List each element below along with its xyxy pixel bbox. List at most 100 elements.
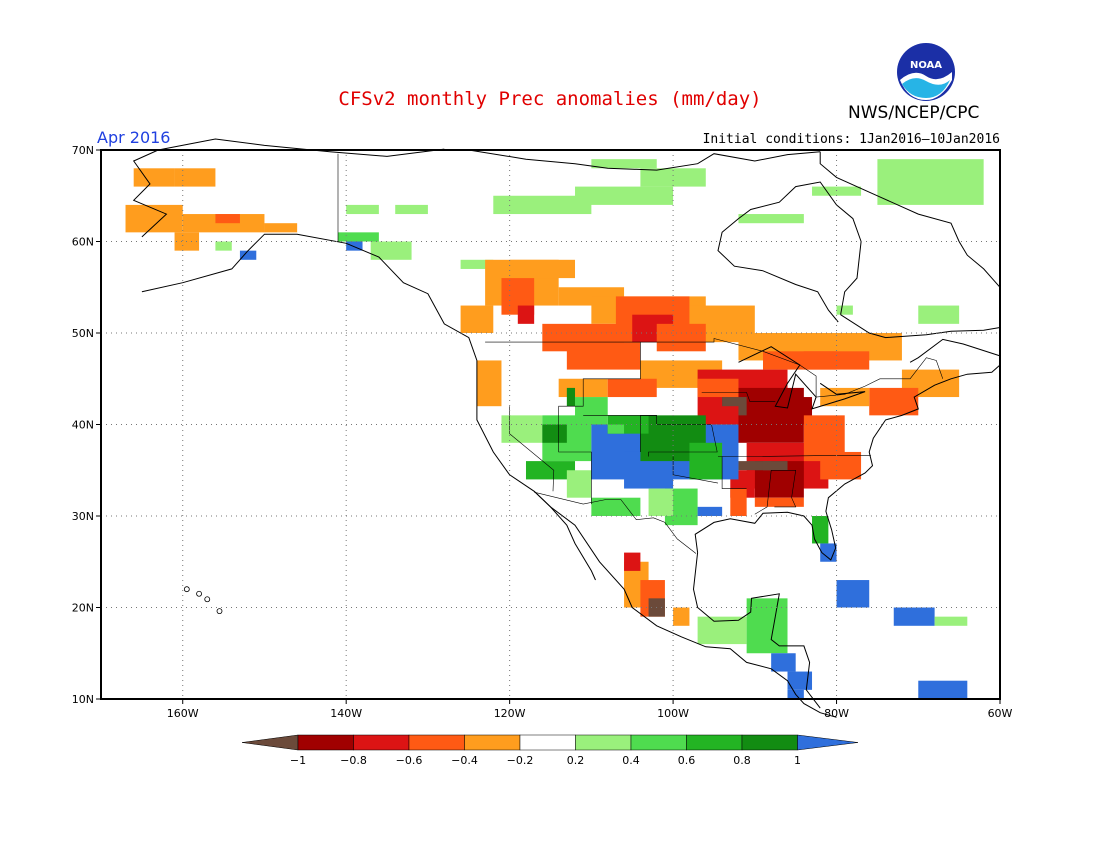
lat-tick-label: 10N [72,693,94,706]
anomaly-cell [542,424,567,443]
island [196,590,202,597]
coastline [533,490,596,581]
anomaly-cell [640,168,706,187]
anomaly-cell [877,159,984,205]
political-border [485,338,944,398]
lat-tick-label: 60N [72,236,94,249]
noaa-logo-icon: NOAA [897,43,955,101]
anomaly-cell [575,186,674,205]
lon-tick-label: 120W [494,707,526,720]
lat-tick-label: 40N [72,419,94,432]
coastline [694,364,1001,561]
anomaly-cell [215,241,232,251]
colorbar-swatch [241,734,299,751]
anomaly-cell [738,461,772,471]
island [216,608,223,615]
anomaly-cell [346,204,379,215]
anomaly-cell [174,168,216,187]
colorbar-swatch [630,734,687,751]
lon-tick-label: 160W [167,707,199,720]
anomaly-cell [771,653,796,672]
island [183,586,190,593]
initial-conditions-label: Initial conditions: 1Jan2016–10Jan2016 [702,132,1000,147]
anomaly-cell [893,607,935,626]
colorbar-swatch [408,734,465,751]
anomaly-cell [738,214,804,224]
anomaly-cell [346,241,363,251]
colorbar-tick-label: −0.4 [451,754,478,767]
colorbar-swatch [519,734,576,751]
anomaly-cell [836,580,870,608]
anomaly-cell [215,214,240,224]
colorbar-swatch [797,734,859,751]
anomaly-cell [239,250,257,260]
lon-tick-label: 80W [824,707,849,720]
anomaly-cell [501,415,543,443]
anomaly-cell [125,204,183,233]
anomaly-cell [566,342,641,370]
political-border [721,456,747,489]
colorbar: −1 −0.8 −0.6 −0.4 −0.2 0.2 0.4 0.6 0.8 1 [241,734,859,767]
colorbar-swatch [686,734,743,751]
anomaly-cell [493,195,592,215]
anomaly-cell [812,186,862,196]
political-border [718,455,871,457]
chart-title: CFSv2 monthly Prec anomalies (mm/day) [338,88,762,110]
political-border [534,491,697,554]
coastline [717,181,862,323]
coastline [840,314,1001,339]
political-border [509,406,555,492]
colorbar-tick-label: 0.2 [567,754,585,767]
anomaly-cell [697,506,723,516]
political-border [754,470,797,515]
anomaly-cell [820,387,870,407]
anomaly-cell [673,607,690,626]
colorbar-swatch [297,734,354,751]
colorbar-tick-label: 1 [794,754,801,767]
lon-tick-label: 60W [988,707,1013,720]
lat-tick-label: 30N [72,510,94,523]
colorbar-tick-label: 0.6 [678,754,696,767]
anomaly-cell [370,241,412,260]
colorbar-tick-label: −1 [290,754,306,767]
map-frame [100,149,1001,700]
colorbar-tick-label: 0.8 [733,754,751,767]
anomaly-cell [264,223,298,233]
svg-text:NOAA: NOAA [910,60,942,71]
anomaly-cell [812,516,829,544]
anomaly-cell [517,305,535,324]
anomaly-cell [746,598,788,654]
lat-tick-label: 50N [72,327,94,340]
political-border [558,342,641,505]
lon-tick-label: 100W [657,707,689,720]
anomaly-cell [591,159,657,169]
anomaly-cell [648,488,674,516]
anomaly-cell [460,259,494,269]
island [204,596,211,603]
anomaly-cell [820,451,862,480]
lat-tick-label: 70N [72,144,94,157]
colorbar-swatch [464,734,521,751]
anomaly-cell [787,671,813,690]
coastline [909,338,1001,363]
anomaly-cell [934,616,968,626]
anomaly-cell [476,360,502,407]
anomaly-cell [525,461,576,480]
anomaly-cell [607,424,625,434]
anomaly-cell [607,378,657,398]
anomaly-cell [918,305,960,324]
coastline [468,149,821,171]
anomaly-cell [566,387,576,407]
organization-label: NWS/NCEP/CPC [848,103,980,123]
anomaly-cell [575,397,608,425]
lon-tick-label: 140W [330,707,362,720]
political-border [701,392,776,402]
colorbar-swatch [575,734,632,751]
coastline [819,151,1001,288]
coastline [141,233,837,718]
colorbar-tick-label: −0.6 [396,754,423,767]
anomaly-cell [697,378,739,398]
colorbar-tick-label: 0.4 [622,754,640,767]
anomaly-cell [689,442,723,480]
anomaly-cell [395,204,428,215]
